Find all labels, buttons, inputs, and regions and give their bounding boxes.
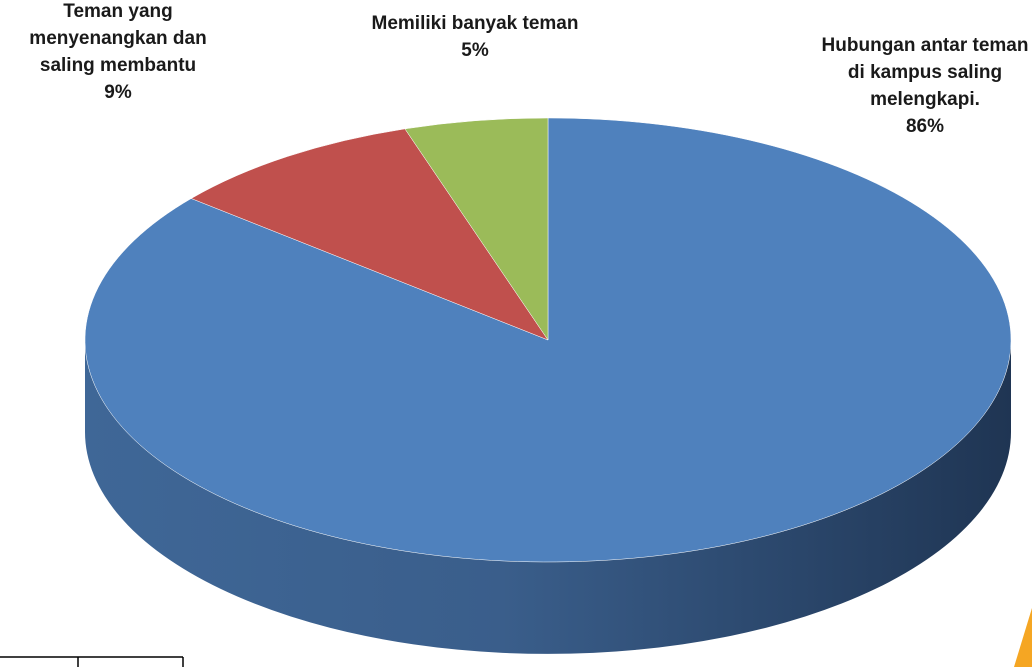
- table-fragment: [0, 656, 184, 667]
- pie: [84, 117, 1012, 654]
- pie-slice: [84, 117, 1012, 563]
- category-name: Hubungan antar teman di kampus saling me…: [821, 35, 1029, 110]
- decoration: [1014, 608, 1032, 667]
- percent-label: 9%: [104, 82, 132, 103]
- pie-side: [85, 340, 1011, 654]
- pie-slice: [404, 117, 549, 341]
- slice-label: Teman yang menyenangkan dan saling memba…: [29, 0, 207, 106]
- pie-slice: [190, 128, 549, 341]
- percent-label: 5%: [461, 40, 489, 61]
- percent-label: 86%: [905, 116, 945, 137]
- category-name: Teman yang menyenangkan dan saling memba…: [29, 1, 207, 76]
- category-name: Memiliki banyak teman: [371, 13, 579, 34]
- slice-label: Memiliki banyak teman 5%: [370, 10, 580, 64]
- slice-label: Hubungan antar teman di kampus saling me…: [818, 32, 1032, 140]
